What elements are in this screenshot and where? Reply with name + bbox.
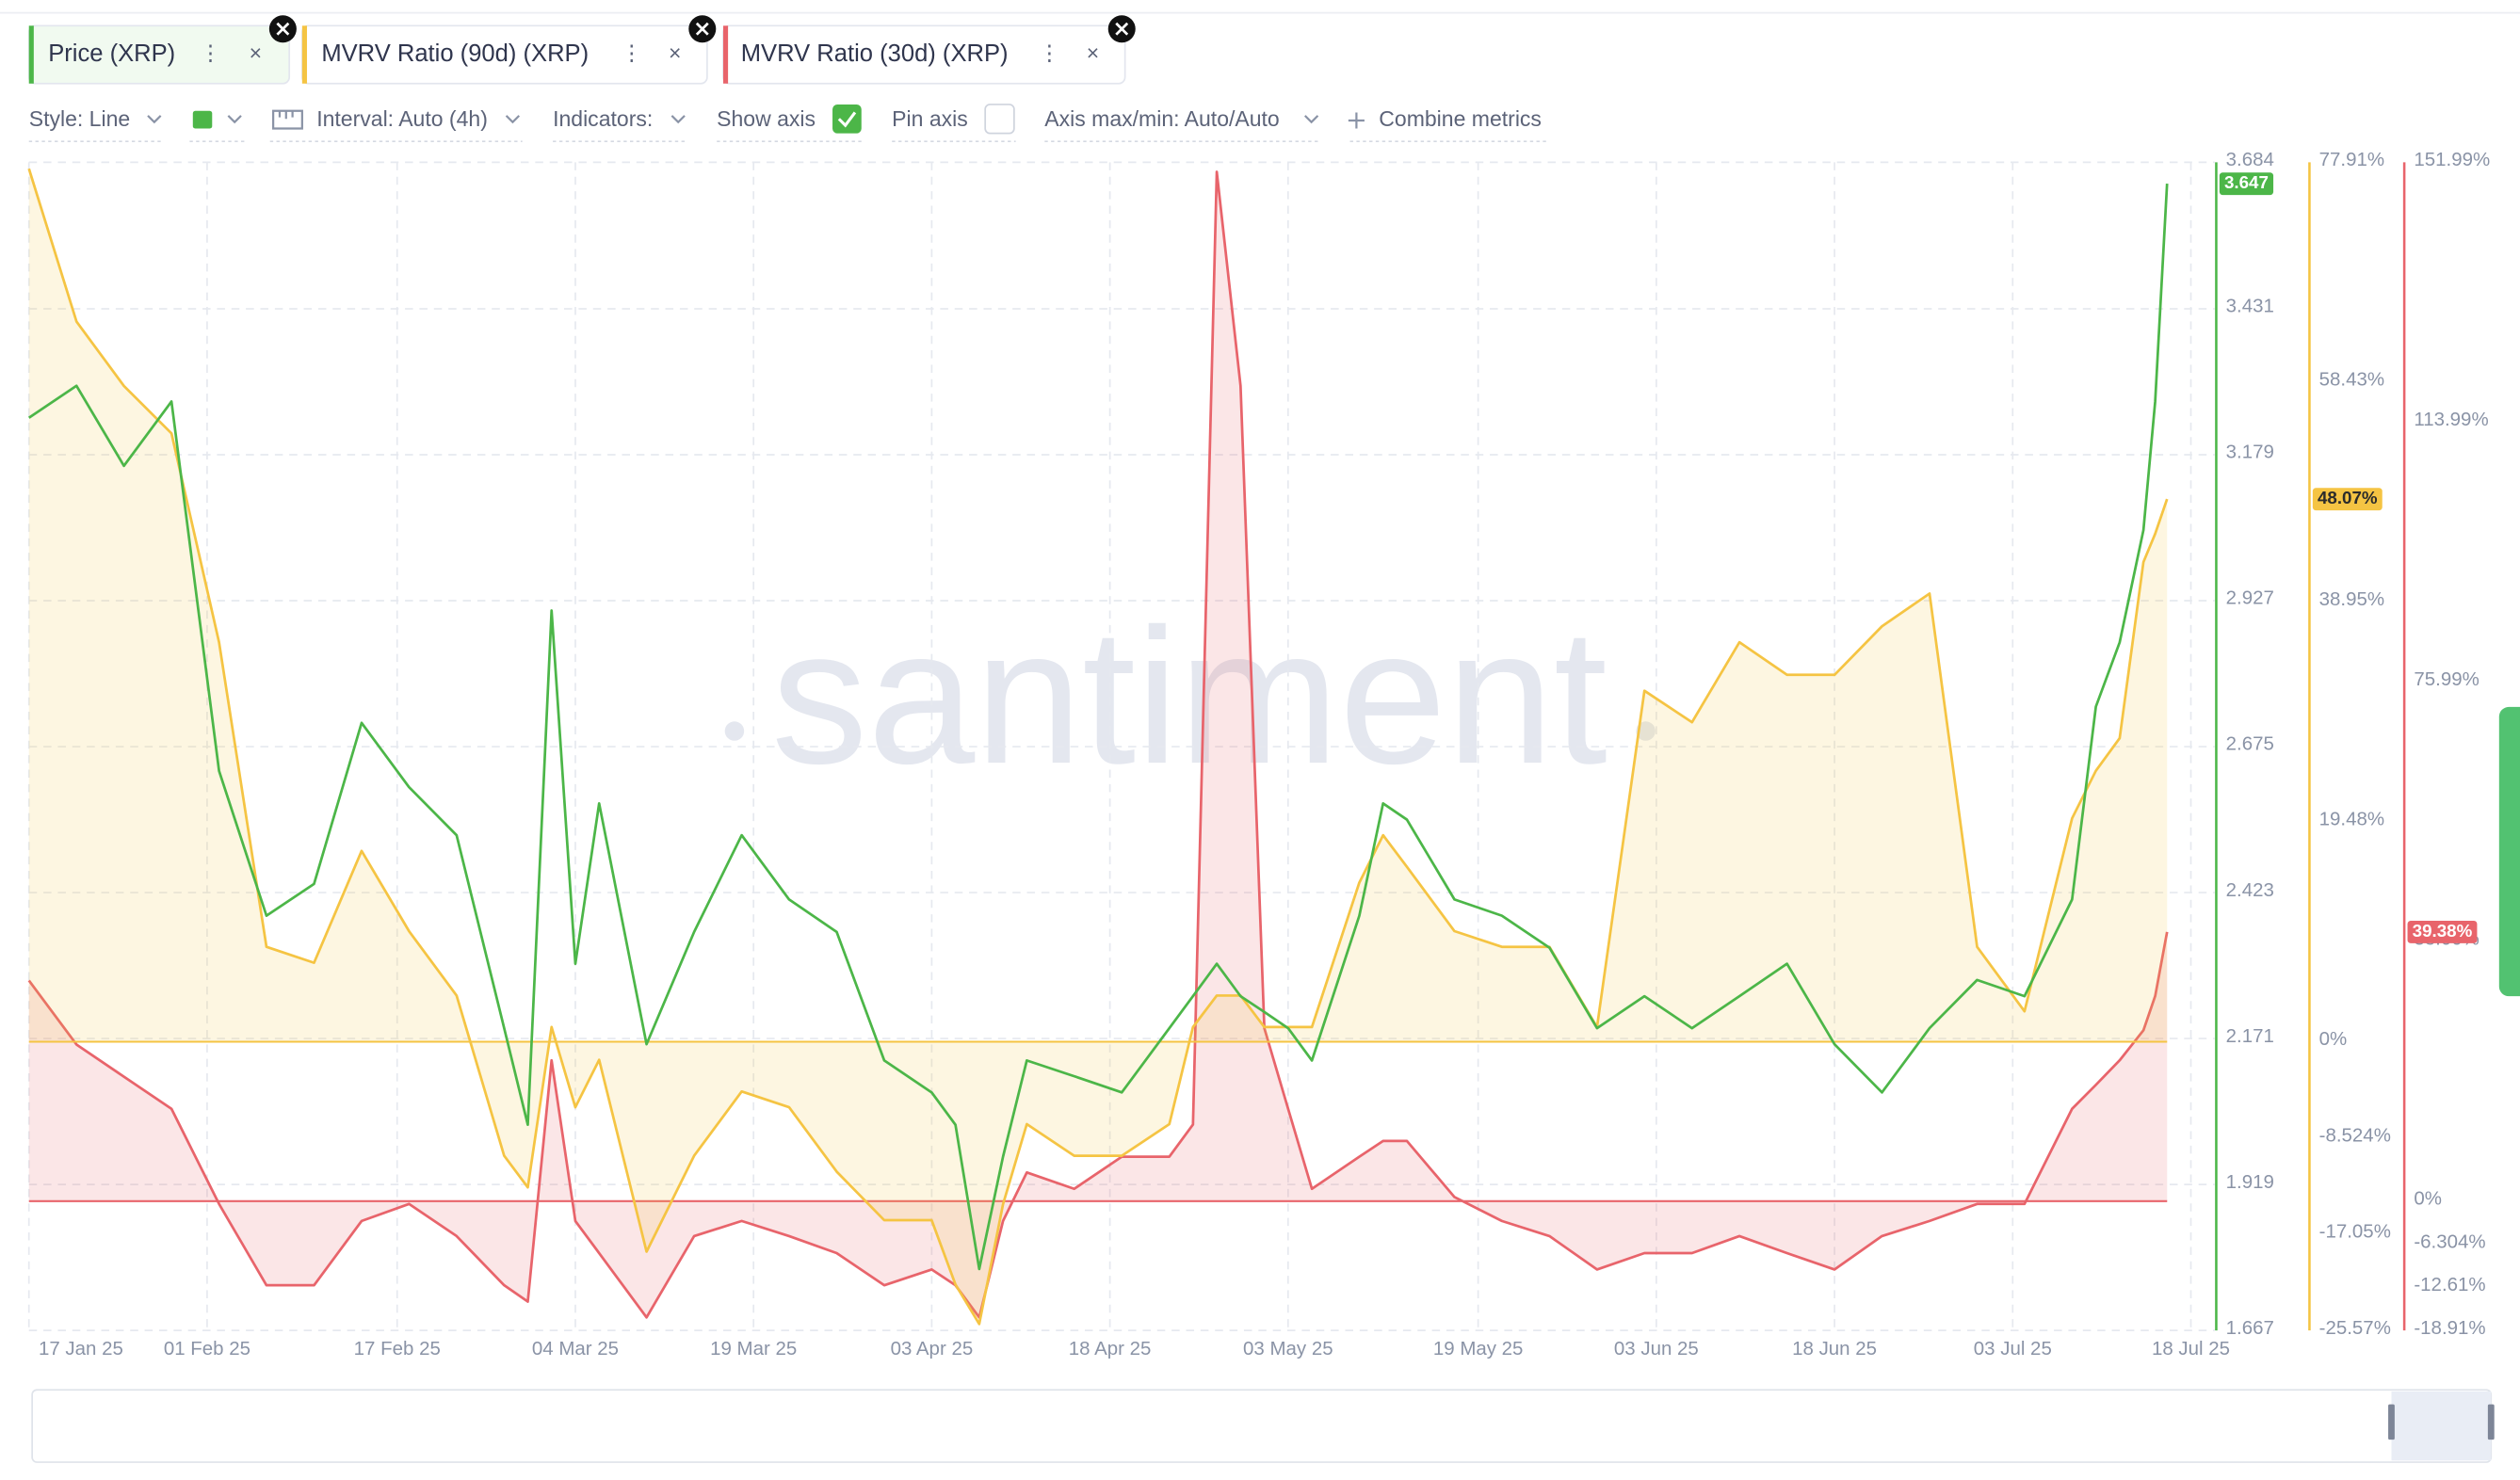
y-tick-label: 19.48% bbox=[2319, 809, 2384, 830]
plot bbox=[27, 168, 2169, 1326]
x-tick-label: 17 Feb 25 bbox=[354, 1338, 441, 1359]
style-select[interactable]: Style: Line bbox=[29, 106, 130, 131]
y-tick-label: 2.423 bbox=[2226, 879, 2274, 901]
y-tick-label: -8.524% bbox=[2319, 1124, 2391, 1146]
checkbox[interactable] bbox=[984, 104, 1015, 135]
y-tick-label: 75.99% bbox=[2414, 668, 2479, 690]
watermark: santiment bbox=[724, 589, 1656, 804]
y-tick-label: 77.91% bbox=[2319, 149, 2384, 170]
show-axis-label[interactable]: Show axis bbox=[717, 106, 816, 131]
tab-color bbox=[301, 25, 307, 84]
y-tick-label: 151.99% bbox=[2414, 149, 2490, 170]
checkbox-checked[interactable] bbox=[832, 104, 862, 134]
tab-color bbox=[28, 25, 34, 84]
y-tick-label: -6.304% bbox=[2414, 1231, 2485, 1252]
y-tick-label: 113.99% bbox=[2414, 409, 2488, 430]
y-tick-label: 3.431 bbox=[2226, 296, 2274, 317]
value-tag-label: 48.07% bbox=[2318, 488, 2378, 507]
x-tick-label: 03 May 25 bbox=[1243, 1338, 1333, 1359]
tab[interactable] bbox=[300, 24, 708, 85]
y-tick-label: -17.05% bbox=[2319, 1221, 2391, 1243]
close-button[interactable] bbox=[268, 15, 1136, 43]
menu-icon[interactable]: ⋮ bbox=[200, 40, 221, 65]
x-tick-label: 03 Apr 25 bbox=[891, 1338, 974, 1359]
y-tick-label: -25.57% bbox=[2319, 1317, 2391, 1339]
y-tick-label: 0% bbox=[2319, 1028, 2348, 1050]
y-tick-label: 38.95% bbox=[2319, 588, 2384, 610]
axes: 17 Jan 25 01 Feb 25 17 Feb 25 04 Mar 25 19 M… bbox=[39, 149, 2490, 1359]
legend-entry: MVRV Ratio (30d) (XRP) bbox=[741, 40, 1009, 67]
legend-entry: MVRV Ratio (90d) (XRP) bbox=[321, 40, 589, 67]
line bbox=[27, 184, 2169, 1271]
remove-icon[interactable]: × bbox=[250, 40, 262, 65]
axis-range-select[interactable]: Axis max/min: Auto/Auto bbox=[1044, 106, 1279, 131]
x-tick-label: 19 May 25 bbox=[1433, 1338, 1524, 1359]
x-tick-label: 03 Jun 25 bbox=[1614, 1338, 1699, 1359]
grid bbox=[27, 161, 2215, 1331]
y-tick-label: -18.91% bbox=[2414, 1317, 2485, 1339]
tab-color bbox=[722, 25, 729, 84]
ruler-icon bbox=[272, 109, 303, 130]
color-picker[interactable] bbox=[192, 110, 213, 129]
interval-select[interactable]: Interval: Auto (4h) bbox=[316, 106, 488, 131]
value-tag bbox=[2312, 488, 2383, 511]
x-tick-label: 03 Jul 25 bbox=[1974, 1338, 2052, 1359]
y-tick-label: 3.179 bbox=[2226, 442, 2274, 463]
side-panel-tab[interactable] bbox=[2498, 706, 2520, 997]
combine-metrics[interactable]: Combine metrics bbox=[1379, 106, 1542, 131]
y-tick-label: 2.675 bbox=[2226, 733, 2274, 755]
value-tag bbox=[2407, 920, 2478, 943]
y-tick-label: 1.667 bbox=[2226, 1317, 2274, 1339]
y-tick-label: 1.919 bbox=[2226, 1171, 2274, 1193]
value-tag bbox=[2219, 172, 2274, 196]
x-tick-label: 17 Jan 25 bbox=[39, 1338, 123, 1359]
x-tick-label: 01 Feb 25 bbox=[164, 1338, 250, 1359]
x-tick-label: 18 Jul 25 bbox=[2152, 1338, 2230, 1359]
y-tick-label: -12.61% bbox=[2414, 1274, 2485, 1295]
menu-icon[interactable]: ⋮ bbox=[1039, 40, 1060, 65]
line bbox=[27, 168, 2169, 1326]
metric-tabs: Price (XRP) ⋮ × MVRV Ratio (90d) (XRP) ⋮… bbox=[27, 15, 1136, 85]
y-tick-label: 2.171 bbox=[2226, 1025, 2274, 1047]
pin-axis-label[interactable]: Pin axis bbox=[892, 106, 968, 131]
area bbox=[28, 169, 2168, 1325]
x-tick-label: 18 Apr 25 bbox=[1069, 1338, 1152, 1359]
y-tick-label: 3.684 bbox=[2226, 149, 2274, 170]
plus-icon bbox=[1348, 112, 1365, 129]
x-tick-label: 18 Jun 25 bbox=[1792, 1338, 1877, 1359]
remove-icon[interactable]: × bbox=[669, 40, 681, 65]
toolbar: Style: Line Interval: Auto (4h) Indicato… bbox=[29, 104, 1550, 143]
menu-icon[interactable]: ⋮ bbox=[621, 40, 642, 65]
watermark-text: santiment bbox=[771, 589, 1607, 804]
y-tick-label: 2.927 bbox=[2226, 587, 2274, 609]
value-tag-label: 3.647 bbox=[2224, 172, 2269, 192]
x-tick-label: 19 Mar 25 bbox=[710, 1338, 797, 1359]
y-tick-label: 58.43% bbox=[2319, 369, 2384, 391]
area bbox=[28, 171, 2168, 1318]
y-tick-label: 0% bbox=[2414, 1188, 2442, 1210]
legend-entry: Price (XRP) bbox=[48, 40, 175, 67]
line bbox=[27, 170, 2169, 1319]
x-tick-label: 04 Mar 25 bbox=[532, 1338, 619, 1359]
navigator[interactable] bbox=[31, 1389, 2495, 1463]
value-tag-label: 39.38% bbox=[2413, 921, 2473, 941]
indicators-select[interactable]: Indicators: bbox=[553, 106, 653, 131]
remove-icon[interactable]: × bbox=[1087, 40, 1099, 65]
